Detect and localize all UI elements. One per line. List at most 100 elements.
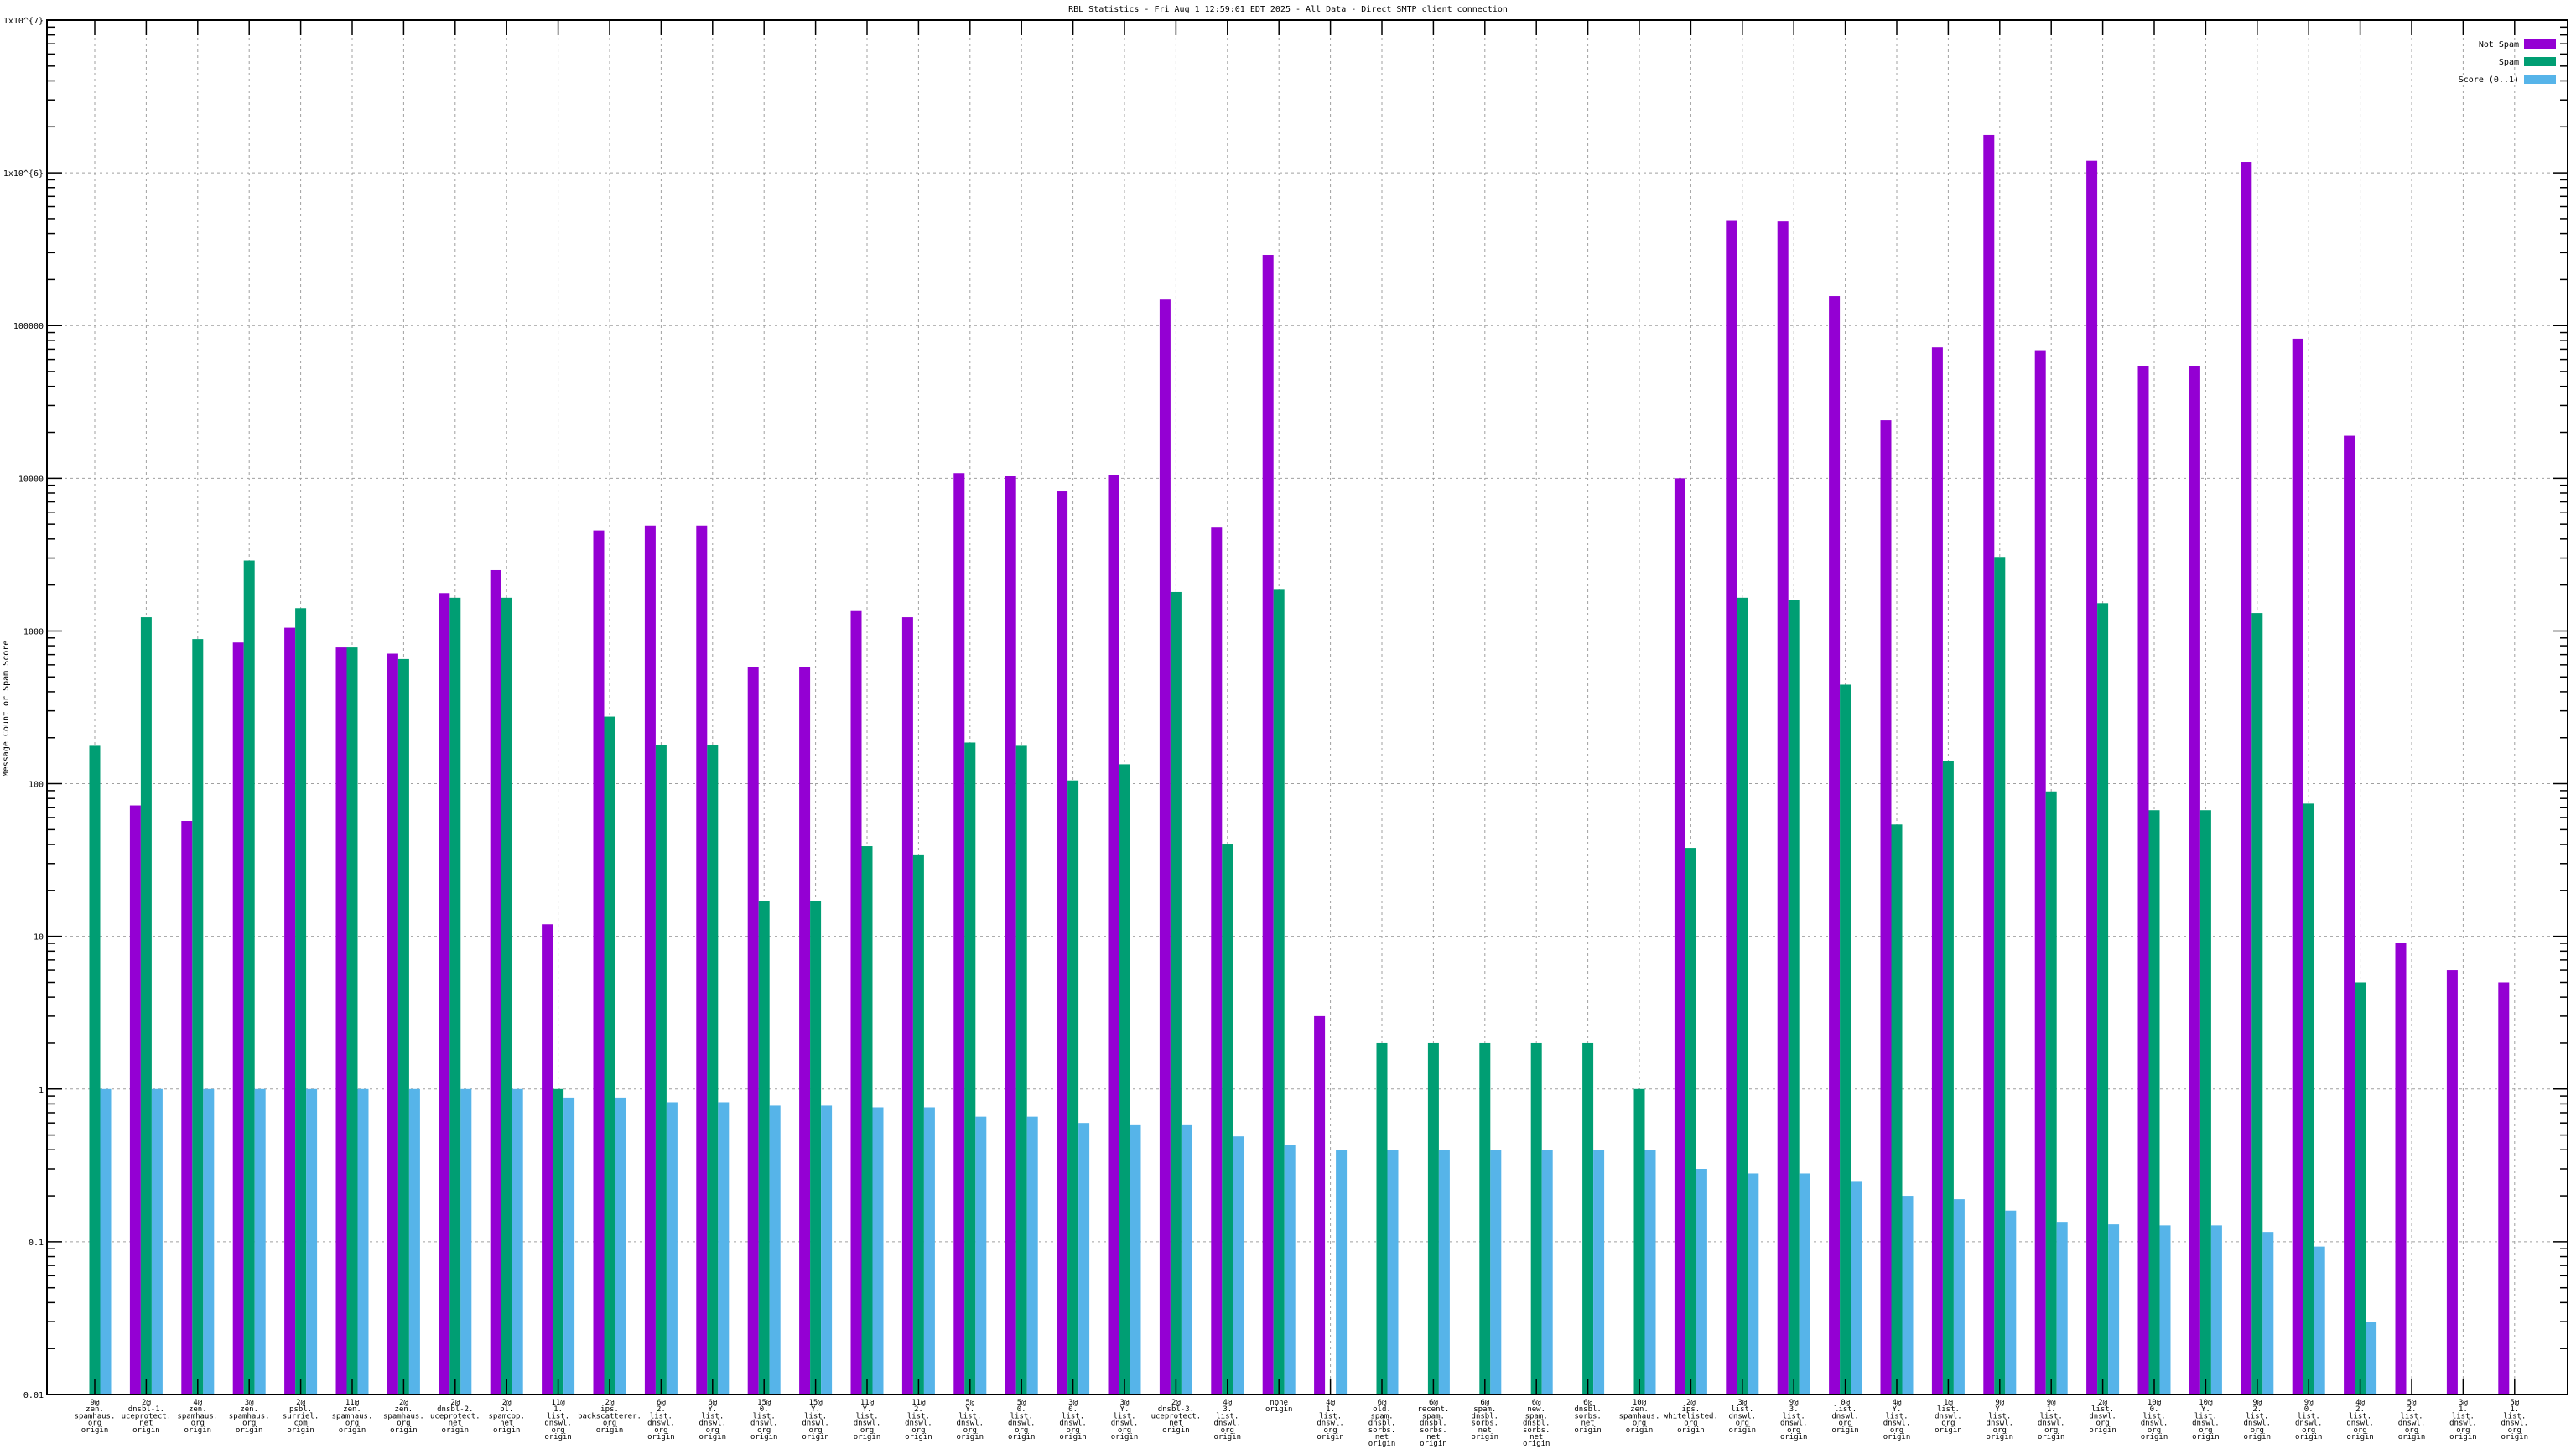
x-tick-label-line: dnswl. [544,1420,572,1428]
x-tick-label-line: 1. [2459,1405,2468,1414]
bar-score-0-1 [615,1097,626,1394]
x-tick-label-line: list. [753,1412,776,1420]
y-tick-label: 1x10^{6} [3,169,44,179]
x-tick-label-line: origin [1626,1426,1654,1435]
bar-score-0-1 [2005,1210,2017,1394]
x-tick-label-line: none [1270,1399,1288,1407]
y-tick-label: 1x10^{7} [3,17,44,26]
x-tick-label-line: zen. [395,1405,413,1414]
y-tick-label: 100000 [13,322,44,331]
x-tick-label: 10@ Y. list. dnswl. org origin [2192,1399,2220,1441]
x-tick-label-line: org [1993,1426,2007,1435]
x-tick-label-line: whitelisted. [1664,1412,1718,1420]
x-tick-label-line: 15@ [757,1399,771,1407]
legend-label: Not Spam [2479,40,2519,49]
bar-not-spam [542,924,553,1394]
bar-score-0-1 [1284,1145,1296,1394]
bar-not-spam [593,530,605,1394]
bar-not-spam [2241,162,2252,1394]
bar-spam [2045,791,2057,1394]
x-tick-label-line: dnswl. [2449,1420,2477,1428]
y-tick-label: 0.01 [23,1391,44,1400]
x-tick-label-line: list. [2246,1412,2268,1420]
x-tick-label-line: origin [1214,1433,1242,1441]
legend-label: Spam [2499,58,2519,67]
x-tick-label-line: org [1890,1426,1903,1435]
x-tick-label-line: 6@ [1583,1399,1592,1407]
x-tick-label-line: origin [854,1433,881,1441]
x-tick-label-line: 1. [2047,1405,2056,1414]
x-tick-label: 4@ 3. list. dnswl. org origin [1214,1399,1242,1441]
x-tick-label-line: dnswl. [699,1420,727,1428]
y-tick-label: 1 [39,1086,44,1095]
x-tick-label: 6@ new. spam. dnsbl. sorbs. net origin [1523,1399,1550,1448]
x-tick-label-line: org [551,1426,564,1435]
x-tick-label-line: ips. [1682,1405,1701,1414]
bar-spam [1273,589,1285,1394]
x-tick-label-line: list. [2400,1412,2423,1420]
x-tick-label-line: dnswl. [957,1420,984,1428]
bar-spam [707,745,719,1394]
x-tick-label-line: Y. [863,1405,872,1414]
x-tick-label-line: net [139,1420,153,1428]
x-tick-label-line: 11@ [860,1399,875,1407]
x-tick-label: 4@ Y. list. dnswl. org origin [1883,1399,1911,1441]
x-tick-label-line: list. [907,1412,930,1420]
bar-score-0-1 [1130,1124,1141,1394]
x-tick-label: 6@ old. spam. dnsbl. sorbs. net origin [1368,1399,1396,1448]
bar-score-0-1 [1953,1199,1965,1394]
x-tick-label-line: 5@ [965,1399,974,1407]
x-tick-label-line: org [1684,1420,1697,1428]
bar-not-spam [696,525,708,1394]
bar-score-0-1 [1851,1181,1862,1394]
x-tick-label-line: net [1169,1420,1182,1428]
x-tick-label: 4@ 1. list. dnswl. org origin [1317,1399,1344,1441]
bar-score-0-1 [1387,1150,1399,1394]
bar-not-spam [850,610,862,1394]
x-tick-label-line: list. [2349,1412,2371,1420]
x-tick-label-line: spamhaus. [1619,1412,1660,1420]
bar-spam [1015,745,1027,1394]
bar-not-spam [490,569,501,1394]
x-tick-label-line: dnswl. [1111,1420,1139,1428]
bar-spam [1222,844,1233,1394]
x-tick-label-line: 0@ [1841,1399,1850,1407]
bar-not-spam [387,653,398,1394]
bar-score-0-1 [1233,1136,1244,1394]
x-tick-label-line: dnswl. [854,1420,881,1428]
bar-not-spam [1829,296,1841,1394]
bar-score-0-1 [306,1088,318,1394]
x-tick-label: 10@ zen. spamhaus. org origin [1619,1399,1660,1435]
bar-score-0-1 [2056,1222,2068,1394]
x-tick-label-line: 3@ [1068,1399,1078,1407]
x-tick-label-line: bl. [500,1405,513,1414]
x-tick-label: 11@ Y. list. dnswl. org origin [854,1399,881,1441]
x-tick-label-line: origin [802,1433,829,1441]
x-tick-label: 3@ list. dnswl. org origin [1729,1399,1757,1435]
bar-score-0-1 [512,1088,523,1394]
x-tick-label-line: ips. [600,1405,619,1414]
bar-score-0-1 [923,1107,935,1394]
x-tick-label-line: origin [236,1426,263,1435]
x-tick-label-line: origin [493,1426,521,1435]
x-tick-label-line: 2@ [142,1399,151,1407]
bar-not-spam [2086,160,2098,1395]
x-tick-label-line: uceprotect. [430,1412,480,1420]
x-tick-label-line: org [2096,1420,2109,1428]
bar-spam [1582,1042,1594,1394]
bar-spam [2199,810,2211,1394]
x-tick-label: 1@ list. dnswl. org origin [1935,1399,1962,1435]
x-tick-label-line: origin [2038,1433,2065,1441]
x-tick-label-line: 9@ [1995,1399,2004,1407]
x-tick-label-line: 2@ [502,1399,512,1407]
x-tick-label-line: org [654,1426,667,1435]
bar-spam [1994,557,2006,1394]
x-tick-label-line: origin [81,1426,109,1435]
x-tick-label-line: 1@ [1944,1399,1953,1407]
x-tick-label-line: org [397,1420,410,1428]
x-tick-label-line: org [242,1420,256,1428]
x-tick-label-line: list. [958,1412,981,1420]
x-tick-label-line: org [2353,1426,2366,1435]
x-tick-label-line: dnswl. [1935,1412,1962,1420]
